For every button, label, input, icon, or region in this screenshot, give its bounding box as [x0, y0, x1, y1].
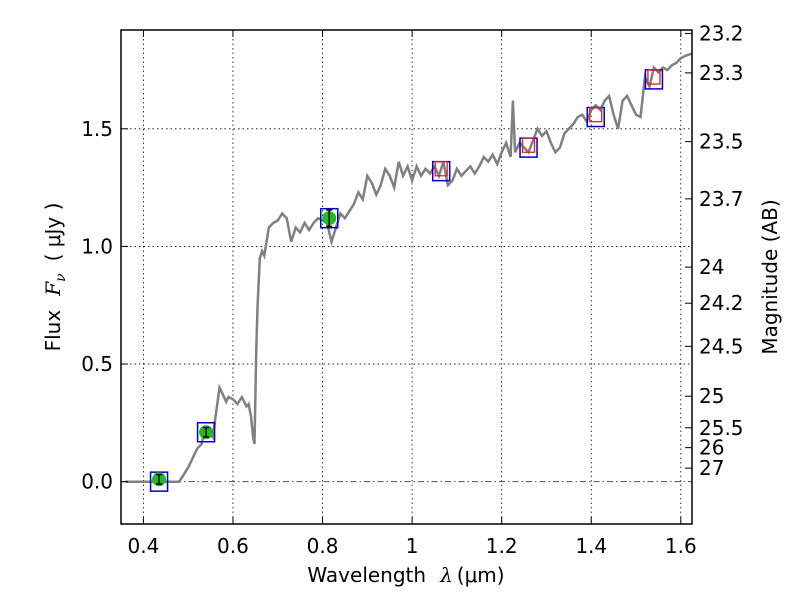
y-tick-label: 0.5 [81, 352, 113, 376]
filter-box [196, 422, 216, 443]
model-square [521, 137, 536, 153]
y-axis-subscript: ν [53, 273, 69, 282]
mag-tick-label: 25 [699, 384, 724, 408]
y-tick-label: 0.0 [81, 470, 113, 494]
mag-tick-label: 24.5 [699, 334, 744, 358]
model-square [647, 69, 661, 85]
y-axis-symbol: F [41, 281, 65, 297]
plot-frame [120, 29, 693, 525]
x-tick-label: 1.2 [486, 534, 518, 558]
x-tick-label: 0.6 [217, 534, 249, 558]
x-tick-label: 1.4 [575, 534, 607, 558]
x-axis-title-text: Wavelength [307, 563, 426, 587]
x-axis-unit: (μm) [457, 563, 505, 587]
y-tick-label: 1.5 [81, 117, 113, 141]
mag-tick-label: 25.5 [699, 416, 744, 440]
y-axis-title-text: Flux [41, 310, 65, 352]
model-square [589, 107, 603, 123]
x-tick-label: 0.4 [127, 534, 159, 558]
y-axis-title: Flux Fν ( μJy ) [41, 203, 69, 352]
axis-ticks: 0.4 0.6 0.8 1 1.2 1.4 1.6 0.0 0.5 1.0 1.5 23.2 23.3 2… [81, 21, 743, 558]
filter-box [149, 471, 169, 492]
mag-tick-label: 23.3 [699, 61, 744, 85]
mag-tick-label: 26 [699, 436, 724, 460]
x-axis-title: Wavelength λ (μm) [307, 563, 504, 587]
mag-tick-label: 27 [699, 456, 724, 480]
observed-points [152, 209, 337, 487]
mag-tick-label: 23.2 [699, 21, 744, 45]
y-axis-unit: ( μJy ) [41, 203, 65, 262]
mag-tick-label: 23.5 [699, 130, 744, 154]
y-tick-label: 1.0 [81, 234, 113, 258]
x-tick-label: 0.8 [307, 534, 339, 558]
model-squares [434, 69, 661, 177]
x-tick-label: 1 [406, 534, 419, 558]
mag-tick-label: 24 [699, 255, 724, 279]
model-square [434, 161, 448, 177]
x-tick-label: 1.6 [665, 534, 697, 558]
mag-tick-label: 23.7 [699, 187, 744, 211]
right-axis-title: Magnitude (AB) [758, 199, 782, 354]
plot-background [121, 30, 692, 524]
x-axis-symbol: λ [439, 563, 453, 587]
mag-tick-label: 24.2 [699, 291, 744, 315]
filter-box [319, 207, 339, 229]
